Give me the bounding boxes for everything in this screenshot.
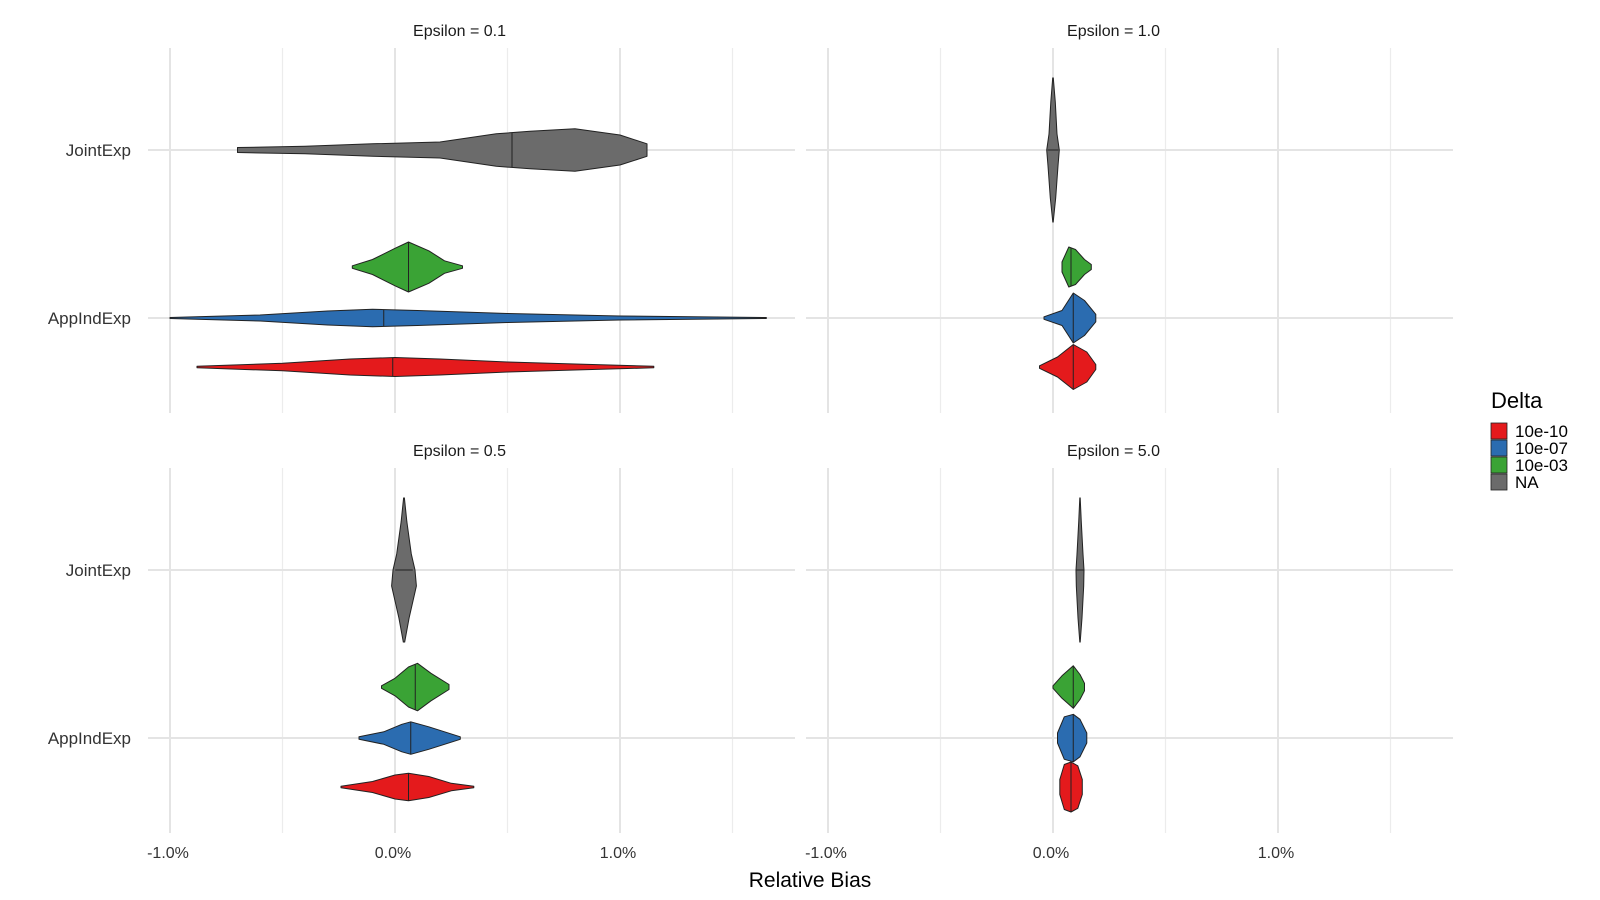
violin-appindexp-10e-03 [1052, 665, 1085, 709]
panel-4: Epsilon = 5.0 [806, 443, 1453, 833]
x-axis: -1.0% 0.0% 1.0% -1.0% 0.0% 1.0% [147, 845, 1294, 862]
violin-appindexp-10e-03 [1061, 246, 1092, 288]
violin-appindexp-10e-07 [169, 308, 767, 328]
legend-swatch [1490, 422, 1508, 440]
x-tick-label: 0.0% [375, 845, 411, 862]
legend-swatch [1490, 473, 1508, 491]
y-tick-label: AppIndExp [48, 729, 131, 748]
violin-appindexp-10e-07 [358, 721, 461, 755]
x-tick-label: -1.0% [147, 845, 189, 862]
panel-title: Epsilon = 1.0 [1067, 23, 1160, 40]
violin-appindexp-10e-10 [340, 772, 475, 802]
x-axis-label: Relative Bias [749, 869, 872, 892]
y-tick-label: JointExp [66, 141, 131, 160]
violin-appindexp-10e-10 [196, 357, 655, 377]
legend-label: NA [1515, 473, 1539, 492]
panel-title: Epsilon = 0.5 [413, 443, 506, 460]
violin-appindexp-10e-07 [1043, 292, 1097, 344]
legend-swatch [1490, 439, 1508, 457]
x-tick-label: 0.0% [1033, 845, 1069, 862]
panel-1: Epsilon = 0.1 [148, 23, 795, 413]
y-axis: JointExp AppIndExp JointExp AppIndExp [48, 141, 131, 748]
legend-swatch [1490, 456, 1508, 474]
legend-label: 10e-03 [1515, 456, 1568, 475]
panels: Epsilon = 0.1 Epsilon = 1.0 Epsilon = 0.5 E… [148, 23, 1453, 833]
violin-appindexp-10e-07 [1057, 713, 1088, 763]
violin-appindexp-10e-10 [1039, 344, 1097, 390]
x-tick-label: 1.0% [600, 845, 636, 862]
panel-title: Epsilon = 0.1 [413, 23, 506, 40]
panel-3: Epsilon = 0.5 [148, 443, 795, 833]
y-tick-label: AppIndExp [48, 309, 131, 328]
legend-title: Delta [1491, 388, 1543, 413]
violin-appindexp-10e-03 [351, 241, 463, 293]
x-tick-label: 1.0% [1258, 845, 1294, 862]
y-tick-label: JointExp [66, 561, 131, 580]
panel-title: Epsilon = 5.0 [1067, 443, 1160, 460]
panel-2: Epsilon = 1.0 [806, 23, 1453, 413]
legend-label: 10e-07 [1515, 439, 1568, 458]
legend-label: 10e-10 [1515, 422, 1568, 441]
x-tick-label: -1.0% [805, 845, 847, 862]
violin-jointexp-NA [237, 128, 648, 172]
